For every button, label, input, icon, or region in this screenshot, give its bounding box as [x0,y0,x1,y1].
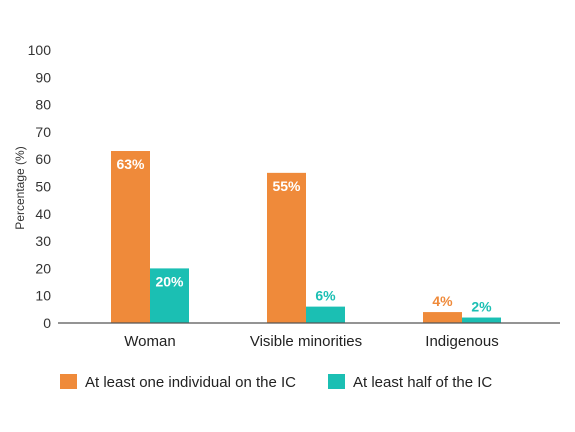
y-tick-label: 40 [35,206,51,222]
y-tick-label: 30 [35,233,51,249]
y-tick-label: 90 [35,69,51,85]
x-tick-label: Woman [124,333,175,350]
x-tick-label: Visible minorities [250,333,362,350]
y-tick-label: 10 [35,288,51,304]
data-label: 63% [116,156,145,172]
bars: 63% 55% 4% 20% 6% 2% [111,151,501,323]
y-tick-label: 100 [28,42,52,58]
bar [306,306,345,323]
bar [267,172,306,323]
legend-label: At least half of the IC [353,374,492,391]
y-axis: 0 10 20 30 40 50 60 70 80 90 100 [28,42,52,331]
bar [150,268,189,323]
x-tick-label: Indigenous [425,333,498,350]
y-tick-label: 0 [43,315,51,331]
y-tick-label: 50 [35,179,51,195]
y-tick-label: 80 [35,97,51,113]
bar [423,312,462,323]
y-tick-label: 70 [35,124,51,140]
bar [111,151,150,323]
x-axis: Woman Visible minorities Indigenous [124,333,498,350]
data-label: 55% [272,178,301,194]
legend-swatch [328,374,345,389]
data-label: 4% [432,293,453,309]
bar [462,317,501,323]
data-label: 20% [155,273,184,289]
data-label: 6% [315,288,336,304]
legend-swatch [60,374,77,389]
y-tick-label: 60 [35,151,51,167]
data-label: 2% [471,299,492,315]
legend: At least one individual on the IC At leas… [60,374,492,391]
legend-label: At least one individual on the IC [85,374,296,391]
y-axis-title: Percentage (%) [13,146,27,229]
y-tick-label: 20 [35,260,51,276]
